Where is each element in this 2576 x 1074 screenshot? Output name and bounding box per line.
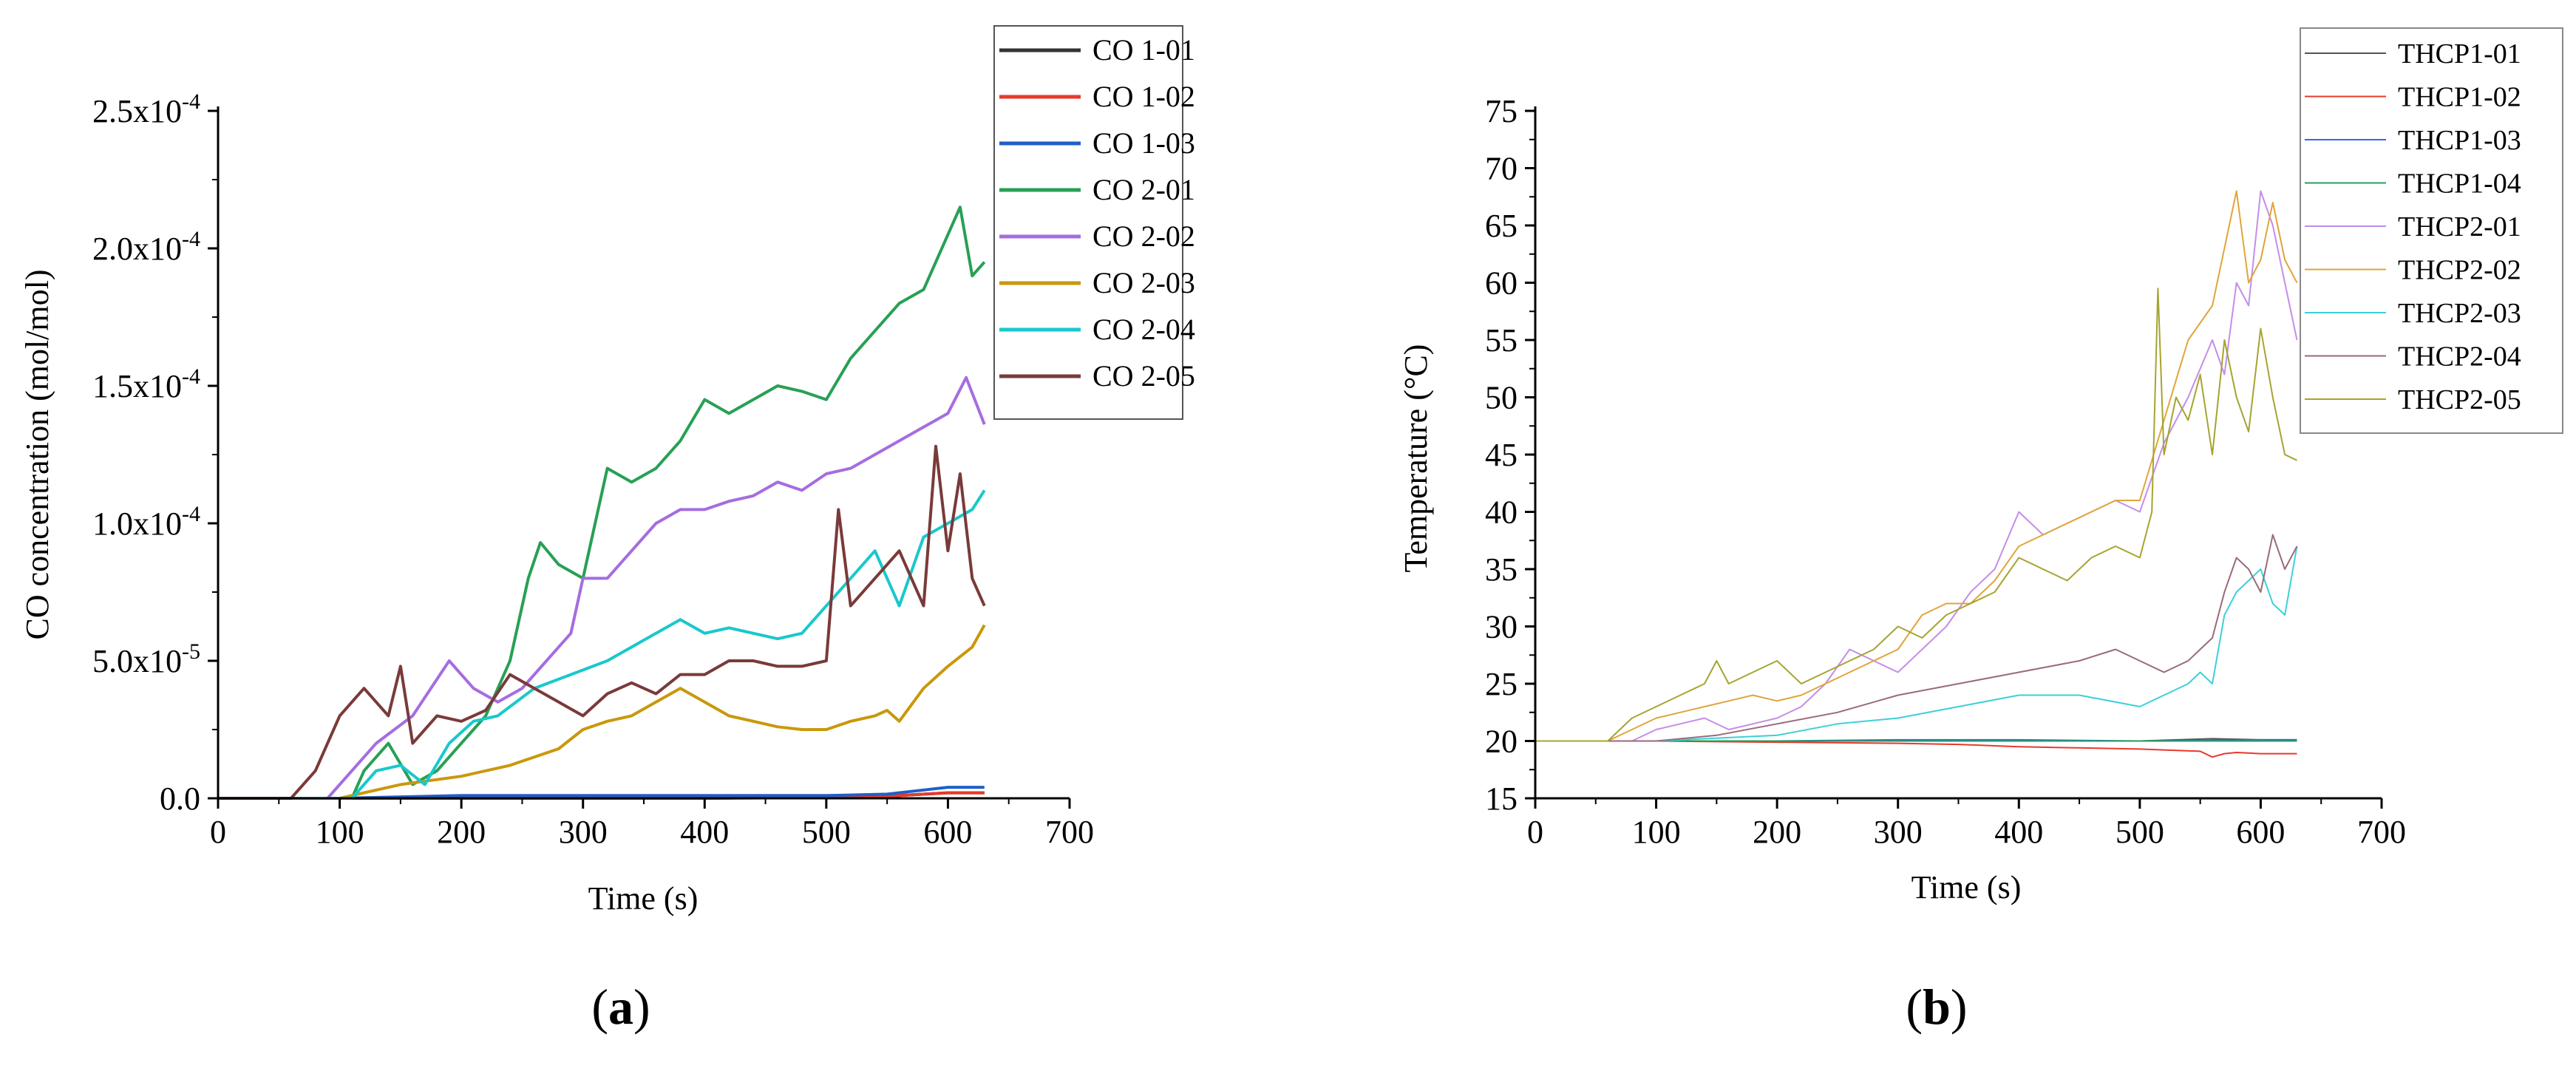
legend-label: CO 2-02 <box>1092 220 1195 253</box>
y-tick-label: 20 <box>1485 724 1518 760</box>
caption-b: (b) <box>1906 979 1967 1035</box>
series-line-thcp2-03 <box>1535 546 2298 742</box>
x-tick-label: 700 <box>2357 814 2406 850</box>
legend-label: CO 1-03 <box>1092 126 1195 160</box>
x-tick-label: 300 <box>559 814 608 850</box>
y-tick-exponent: -4 <box>182 89 200 114</box>
y-tick-label: 1.5x10-4 <box>92 364 200 404</box>
series-line-co-2-05 <box>218 444 986 800</box>
x-tick-label: 400 <box>1994 814 2043 850</box>
legend-label: CO 2-04 <box>1092 313 1195 346</box>
x-tick-label: 400 <box>680 814 729 850</box>
series-line-thcp1-02 <box>1535 740 2297 758</box>
y-tick-label: 30 <box>1485 609 1518 645</box>
y-tick-exponent: -5 <box>182 639 200 664</box>
y-tick-label: 70 <box>1485 151 1518 187</box>
chart-b-series-group <box>1535 190 2298 758</box>
x-tick-label: 200 <box>1753 814 1801 850</box>
legend-label: THCP1-03 <box>2398 125 2521 156</box>
legend-label: CO 1-01 <box>1092 33 1195 67</box>
y-tick-label: 75 <box>1485 93 1518 129</box>
x-tick-label: 500 <box>2115 814 2164 850</box>
legend-label: CO 2-01 <box>1092 173 1195 206</box>
series-line-co-2-04 <box>218 489 986 800</box>
y-tick-exponent: -4 <box>182 502 200 526</box>
legend-label: THCP2-05 <box>2398 384 2521 415</box>
chart-a-xlabel: Time (s) <box>588 880 699 917</box>
x-tick-label: 100 <box>1632 814 1681 850</box>
series-line-thcp2-04 <box>1535 534 2298 742</box>
caption-a-letter: a <box>608 979 633 1035</box>
y-tick-label: 55 <box>1485 322 1518 358</box>
caption-b-letter: b <box>1923 979 1951 1035</box>
legend-label: THCP1-01 <box>2398 38 2521 69</box>
x-tick-label: 600 <box>2236 814 2285 850</box>
y-tick-label: 2.5x10-4 <box>92 89 200 129</box>
y-tick-label: 0.0 <box>160 781 200 817</box>
y-tick-label: 65 <box>1485 208 1518 244</box>
series-line-thcp2-05 <box>1535 288 2297 742</box>
x-tick-label: 100 <box>316 814 364 850</box>
x-tick-label: 200 <box>437 814 486 850</box>
series-line-co-2-03 <box>218 624 986 800</box>
x-tick-label: 700 <box>1045 814 1094 850</box>
legend-label: THCP2-02 <box>2398 255 2521 286</box>
series-line-thcp2-01 <box>1535 190 2298 742</box>
chart-b-ylabel: Temperature (°C) <box>1398 344 1434 573</box>
chart-a: 0 100 200 300 400 500 600 7000.05.0x10-51.0x10-… <box>19 25 1195 917</box>
chart-b: 0 100 200 300 400 500 600 700 15 20 25 30 35 40 45 50 55… <box>1398 27 2563 905</box>
legend-label: CO 1-02 <box>1092 80 1195 113</box>
legend-label: THCP2-03 <box>2398 298 2521 329</box>
x-tick-label: 0 <box>210 814 226 850</box>
legend-label: THCP1-02 <box>2398 82 2521 113</box>
chart-a-ylabel: CO concentration (mol/mol) <box>19 270 55 640</box>
y-tick-label: 50 <box>1485 380 1518 416</box>
chart-a-legend: CO 1-01 CO 1-02 CO 1-03 CO 2-01 CO 2-02 CO 2-… <box>993 25 1195 420</box>
legend-label: CO 2-03 <box>1092 266 1195 299</box>
y-tick-label: 45 <box>1485 437 1518 473</box>
chart-b-legend: THCP1-01 THCP1-02 THCP1-03 THCP1-04 THCP2-01… <box>2300 27 2563 434</box>
y-tick-exponent: -4 <box>182 364 200 389</box>
y-tick-label: 40 <box>1485 494 1518 531</box>
series-line-co-2-02 <box>218 375 986 800</box>
chart-b-axes: 0 100 200 300 400 500 600 700 15 20 25 30 35 40 45 50 55… <box>1485 93 2406 850</box>
y-tick-label: 25 <box>1485 666 1518 702</box>
y-tick-label: 35 <box>1485 551 1518 588</box>
y-tick-label: 60 <box>1485 265 1518 302</box>
x-tick-label: 500 <box>802 814 851 850</box>
legend-label: CO 2-05 <box>1092 359 1195 392</box>
x-tick-label: 600 <box>923 814 972 850</box>
legend-label: THCP2-04 <box>2398 341 2521 373</box>
x-tick-label: 300 <box>1874 814 1923 850</box>
chart-a-legend-box <box>993 25 1183 420</box>
chart-b-legend-box <box>2300 27 2563 434</box>
legend-label: THCP2-01 <box>2398 211 2521 242</box>
chart-a-axes: 0 100 200 300 400 500 600 7000.05.0x10-51.0x10-… <box>92 89 1094 850</box>
legend-label: THCP1-04 <box>2398 169 2521 200</box>
y-tick-exponent: -4 <box>182 227 200 251</box>
y-tick-label: 15 <box>1485 781 1518 817</box>
caption-a: (a) <box>591 979 650 1035</box>
x-tick-label: 0 <box>1527 814 1543 850</box>
chart-b-xlabel: Time (s) <box>1911 869 2022 905</box>
